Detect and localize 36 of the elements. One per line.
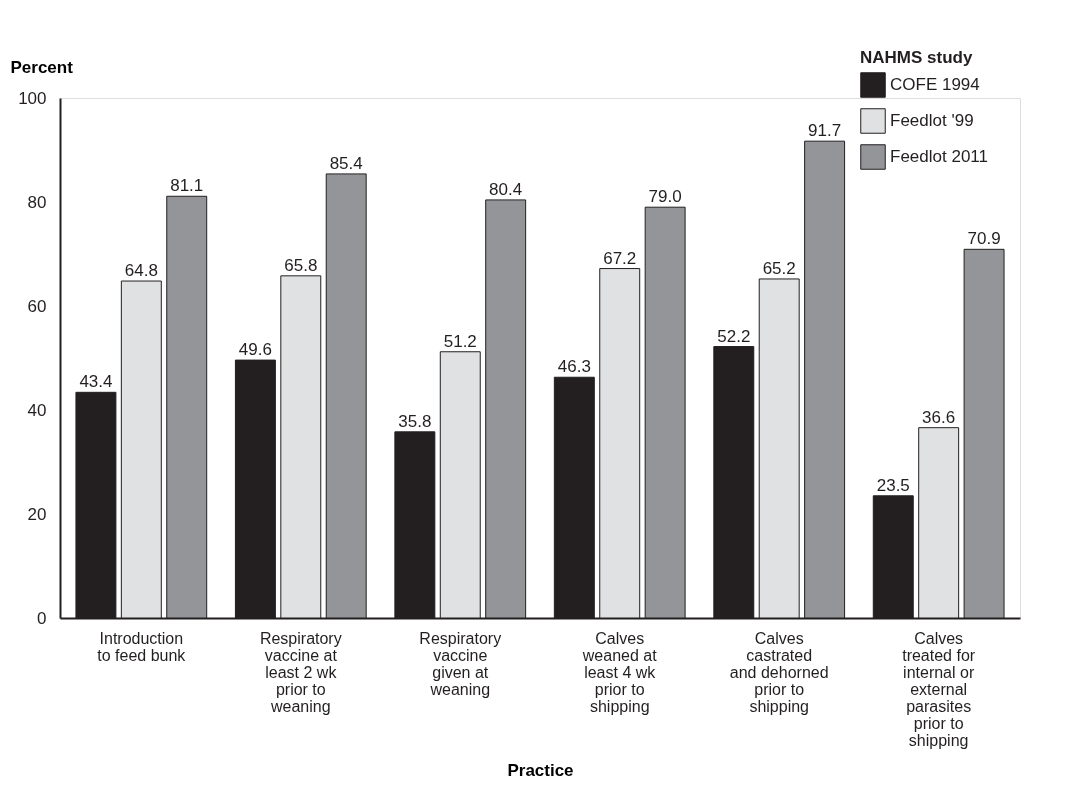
- x-tick-label: Calves weaned at least 4 wk prior to shipping: [581, 629, 658, 715]
- y-axis-title: Percent: [10, 57, 74, 77]
- y-tick-label: 100: [18, 88, 47, 108]
- data-label: 64.8: [124, 261, 158, 281]
- y-tick-label: 40: [27, 400, 47, 420]
- data-label: 49.6: [238, 340, 272, 360]
- x-tick-label: Calves treated for internal or external parasites prior to shipping: [902, 629, 976, 749]
- x-axis-title: Practice: [507, 760, 574, 780]
- legend-label: Feedlot 2011: [890, 147, 988, 166]
- data-label: 67.2: [603, 248, 637, 268]
- data-label: 79.0: [648, 187, 682, 207]
- x-tick-label: Calves castrated and dehorned prior to shipping: [729, 629, 829, 715]
- data-label: 65.2: [762, 258, 796, 278]
- data-label: 65.8: [284, 255, 318, 275]
- x-tick-label: Respiratory vaccine given at weaning: [419, 629, 502, 698]
- x-tick-label: Respiratory vaccine at least 2 wk prior to weaning: [259, 629, 342, 715]
- data-label: 46.3: [557, 357, 591, 377]
- y-tick-label: 20: [27, 504, 47, 524]
- legend-label: COFE 1994: [890, 75, 980, 94]
- legend-title: NAHMS study: [860, 48, 973, 67]
- data-label: 23.5: [876, 475, 910, 495]
- y-tick-label: 0: [37, 608, 47, 628]
- legend-label: Feedlot '99: [890, 111, 974, 130]
- data-label: 51.2: [443, 331, 477, 351]
- data-label: 35.8: [398, 411, 432, 431]
- data-label: 52.2: [717, 326, 751, 346]
- data-label: 70.9: [967, 229, 1001, 249]
- data-label: 81.1: [170, 176, 204, 196]
- data-label: 80.4: [489, 179, 523, 199]
- y-tick-label: 60: [27, 296, 47, 316]
- x-tick-label: Introduction to feed bunk: [97, 629, 187, 664]
- data-label: 43.4: [79, 372, 113, 392]
- data-label: 85.4: [329, 153, 363, 173]
- data-label: 36.6: [922, 407, 956, 427]
- data-label: 91.7: [808, 121, 842, 141]
- y-tick-label: 80: [27, 192, 47, 212]
